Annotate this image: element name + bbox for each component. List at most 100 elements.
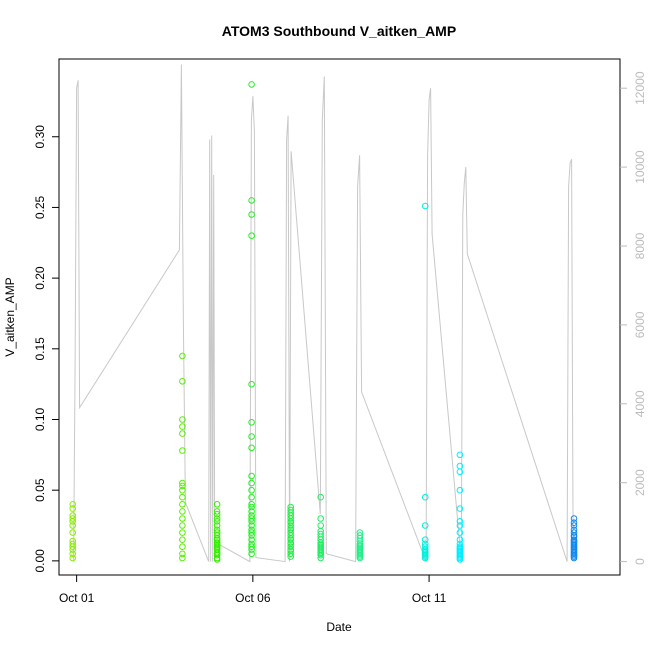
data-point bbox=[317, 530, 325, 538]
data-point bbox=[248, 515, 255, 522]
data-point bbox=[287, 543, 295, 551]
data-point bbox=[248, 503, 255, 511]
data-point bbox=[287, 539, 295, 546]
data-point bbox=[287, 503, 295, 511]
data-point bbox=[248, 211, 255, 218]
data-point bbox=[213, 501, 221, 508]
y2-tick-label: 6000 bbox=[633, 311, 647, 338]
data-point bbox=[248, 433, 255, 440]
data-point bbox=[179, 482, 186, 490]
data-point bbox=[248, 550, 255, 558]
data-point bbox=[69, 554, 76, 562]
chart-title: ATOM3 Southbound V_aitken_AMP bbox=[222, 23, 456, 39]
data-point bbox=[456, 529, 464, 536]
data-point bbox=[248, 479, 255, 487]
data-point bbox=[317, 515, 325, 522]
data-point bbox=[69, 505, 76, 512]
y-tick-label: 0.30 bbox=[33, 125, 47, 149]
data-point bbox=[69, 522, 76, 529]
data-point bbox=[179, 430, 186, 437]
data-points bbox=[69, 81, 578, 563]
data-point bbox=[421, 493, 429, 501]
data-point bbox=[356, 532, 364, 539]
data-point bbox=[421, 540, 429, 548]
data-point bbox=[179, 447, 186, 454]
data-point bbox=[287, 550, 295, 558]
data-point bbox=[248, 512, 255, 519]
data-point bbox=[69, 540, 76, 548]
y2-tick-label: 8000 bbox=[633, 232, 647, 259]
y2-tick-label: 2000 bbox=[633, 469, 647, 496]
data-point bbox=[456, 462, 464, 470]
data-point bbox=[179, 536, 186, 544]
y-tick-label: 0.20 bbox=[33, 266, 47, 290]
data-point bbox=[421, 202, 429, 210]
data-point bbox=[69, 512, 76, 519]
y-axis-label: V_aitken_AMP bbox=[3, 277, 17, 356]
data-point bbox=[179, 529, 186, 536]
data-point bbox=[570, 522, 578, 529]
data-point bbox=[179, 378, 186, 385]
data-point bbox=[213, 518, 221, 525]
data-point bbox=[69, 550, 76, 558]
data-point bbox=[570, 519, 578, 527]
data-point bbox=[248, 493, 255, 501]
data-point bbox=[179, 515, 186, 522]
y-tick-label: 0.05 bbox=[33, 478, 47, 502]
x-axis: Oct 01 Oct 06 Oct 11 bbox=[59, 575, 447, 605]
y2-tick-label: 12000 bbox=[633, 71, 647, 105]
data-point bbox=[179, 416, 186, 423]
data-point bbox=[456, 505, 464, 512]
data-point bbox=[570, 526, 578, 534]
data-point bbox=[179, 550, 186, 558]
data-point bbox=[248, 232, 255, 239]
data-point bbox=[213, 510, 221, 518]
data-point bbox=[248, 543, 255, 551]
data-point bbox=[317, 493, 325, 501]
data-point bbox=[213, 539, 221, 546]
data-point bbox=[287, 522, 295, 529]
data-point bbox=[213, 526, 221, 534]
data-point bbox=[69, 515, 76, 522]
data-point bbox=[213, 515, 221, 522]
data-point bbox=[421, 543, 429, 551]
data-point bbox=[570, 536, 578, 544]
secondary-series-line bbox=[73, 64, 574, 563]
data-point bbox=[179, 486, 186, 494]
data-point bbox=[248, 380, 255, 388]
y-tick-label: 0.25 bbox=[33, 195, 47, 219]
y-axis: 0.00 0.05 0.10 0.15 0.20 0.25 0.30 bbox=[33, 125, 59, 573]
data-point bbox=[356, 529, 364, 536]
data-point bbox=[179, 479, 186, 487]
data-point bbox=[69, 501, 76, 508]
data-point bbox=[248, 526, 255, 534]
x-tick-label: Oct 11 bbox=[412, 591, 447, 605]
data-point bbox=[248, 444, 255, 452]
y2-tick-label: 4000 bbox=[633, 390, 647, 417]
y-tick-label: 0.10 bbox=[33, 407, 47, 431]
data-point bbox=[248, 540, 255, 548]
data-point bbox=[456, 518, 464, 525]
data-point bbox=[179, 554, 186, 562]
data-point bbox=[248, 529, 255, 536]
data-point bbox=[570, 529, 578, 536]
data-point bbox=[456, 543, 464, 551]
plot-frame bbox=[58, 58, 621, 576]
data-point bbox=[248, 81, 255, 88]
data-point bbox=[179, 508, 186, 515]
data-point bbox=[69, 529, 76, 536]
data-point bbox=[287, 506, 295, 514]
data-point bbox=[287, 529, 295, 536]
y-tick-label: 0.15 bbox=[33, 337, 47, 361]
data-point bbox=[248, 472, 255, 480]
data-point bbox=[213, 508, 221, 515]
data-point bbox=[248, 522, 255, 529]
data-point bbox=[248, 501, 255, 508]
y2-tick-label: 10000 bbox=[633, 150, 647, 184]
data-point bbox=[248, 197, 255, 204]
data-point bbox=[213, 522, 221, 529]
data-point bbox=[456, 451, 464, 459]
data-point bbox=[179, 522, 186, 529]
data-point bbox=[179, 501, 186, 508]
y2-axis: 0 2000 4000 6000 8000 10000 12000 bbox=[620, 71, 647, 565]
